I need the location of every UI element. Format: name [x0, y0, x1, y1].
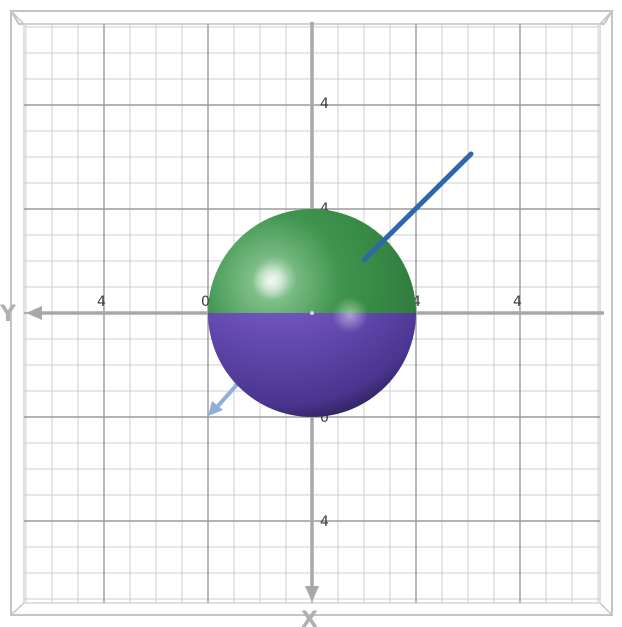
tick-label-top-inner: 4	[320, 201, 329, 217]
arrow-light-head-icon	[208, 401, 223, 416]
tick-label-bottom-inner: 0	[320, 410, 329, 426]
horizontal-axis-arrow-icon	[26, 306, 42, 320]
tick-label-bottom-outer: 4	[320, 514, 329, 530]
tick-label-left-inner: 0	[201, 294, 210, 310]
line-segment-dark[interactable]	[361, 151, 474, 263]
tick-labels: 4 0 4 4 4 4 0 4	[97, 96, 522, 530]
sphere[interactable]	[208, 209, 416, 417]
vertical-axis-arrow-icon	[305, 586, 319, 602]
y-axis-letter: Y	[0, 302, 17, 327]
tick-label-left-outer: 4	[97, 294, 106, 310]
tick-label-right-inner: 4	[412, 294, 421, 310]
tick-label-top-outer: 4	[320, 96, 329, 112]
x-axis-letter: X	[301, 608, 318, 627]
tick-label-right-outer: 4	[513, 294, 522, 310]
